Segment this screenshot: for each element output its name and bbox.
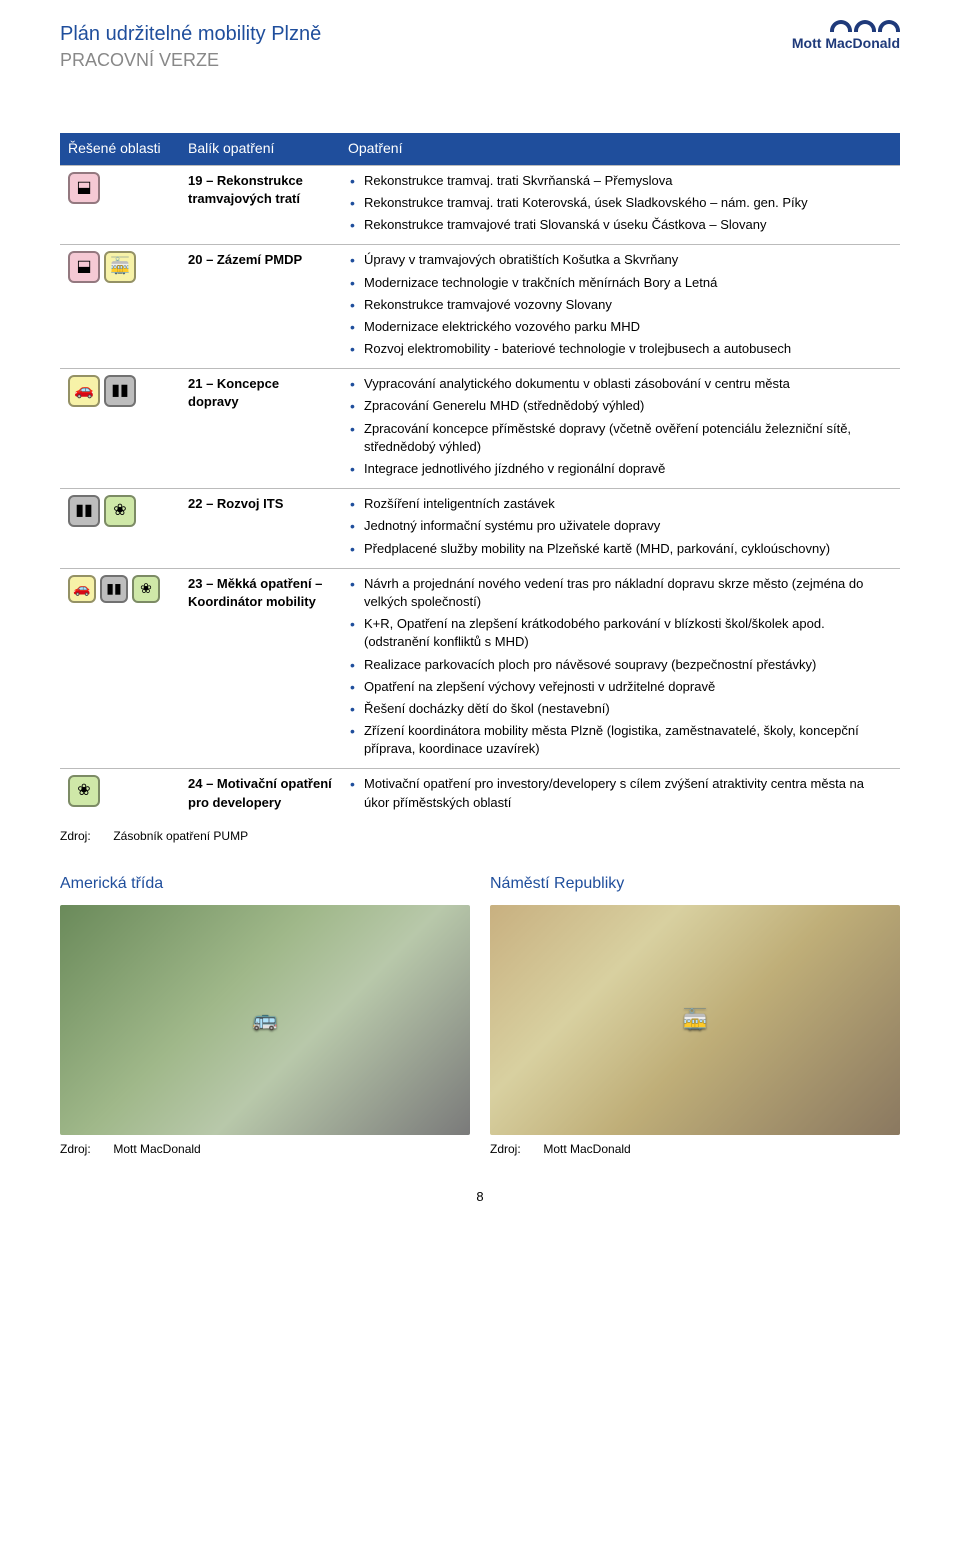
area-icon: ▮▮ bbox=[100, 575, 128, 603]
measure-item: Předplacené služby mobility na Plzeňské … bbox=[364, 540, 892, 558]
measure-item: Rozšíření inteligentních zastávek bbox=[364, 495, 892, 513]
measures-list: Rekonstrukce tramvaj. trati Skvrňanská –… bbox=[340, 165, 900, 245]
measures-table: Řešené oblasti Balík opatření Opatření ⬓… bbox=[60, 133, 900, 822]
measure-item: Vypracování analytického dokumentu v obl… bbox=[364, 375, 892, 393]
package-title: 23 – Měkká opatření – Koordinátor mobili… bbox=[180, 568, 340, 769]
measure-item: Motivační opatření pro investory/develop… bbox=[364, 775, 892, 811]
area-icons: ▮▮❀ bbox=[60, 489, 180, 569]
table-row: ⬓🚋20 – Zázemí PMDPÚpravy v tramvajových … bbox=[60, 245, 900, 369]
measures-list: Úpravy v tramvajových obratištích Košutk… bbox=[340, 245, 900, 369]
th-areas: Řešené oblasti bbox=[60, 133, 180, 165]
package-title: 22 – Rozvoj ITS bbox=[180, 489, 340, 569]
measures-list: Motivační opatření pro investory/develop… bbox=[340, 769, 900, 822]
photo-row: Americká třída 🚌 Zdroj: Mott MacDonald N… bbox=[60, 873, 900, 1158]
table-source: Zdroj: Zásobník opatření PUMP bbox=[60, 828, 900, 845]
measure-item: Opatření na zlepšení výchovy veřejnosti … bbox=[364, 678, 892, 696]
measure-item: Rozvoj elektromobility - bateriové techn… bbox=[364, 340, 892, 358]
logo-arches-icon bbox=[792, 20, 900, 32]
measure-item: K+R, Opatření na zlepšení krátkodobého p… bbox=[364, 615, 892, 651]
measure-item: Zpracování Generelu MHD (střednědobý výh… bbox=[364, 397, 892, 415]
area-icon: 🚋 bbox=[104, 251, 136, 283]
measure-item: Zpracování koncepce příměstské dopravy (… bbox=[364, 420, 892, 456]
area-icon: ⬓ bbox=[68, 251, 100, 283]
photo1-image: 🚌 bbox=[60, 905, 470, 1135]
doc-title: Plán udržitelné mobility Plzně bbox=[60, 20, 321, 48]
area-icons: 🚗▮▮❀ bbox=[60, 568, 180, 769]
package-title: 19 – Rekonstrukce tramvajových tratí bbox=[180, 165, 340, 245]
th-package: Balík opatření bbox=[180, 133, 340, 165]
measure-item: Rekonstrukce tramvaj. trati Skvrňanská –… bbox=[364, 172, 892, 190]
source-label: Zdroj: bbox=[490, 1141, 540, 1158]
doc-subtitle: PRACOVNÍ VERZE bbox=[60, 48, 321, 73]
table-row: 🚗▮▮❀23 – Měkká opatření – Koordinátor mo… bbox=[60, 568, 900, 769]
measures-list: Rozšíření inteligentních zastávek Jednotn… bbox=[340, 489, 900, 569]
package-title: 24 – Motivační opatření pro developery bbox=[180, 769, 340, 822]
photo2-title: Náměstí Republiky bbox=[490, 873, 900, 895]
source-text: Zásobník opatření PUMP bbox=[113, 829, 248, 843]
area-icons: 🚗▮▮ bbox=[60, 369, 180, 489]
measure-item: Zřízení koordinátora mobility města Plzn… bbox=[364, 722, 892, 758]
source-label: Zdroj: bbox=[60, 828, 110, 845]
measure-item: Jednotný informační systému pro uživatel… bbox=[364, 517, 892, 535]
table-row: ⬓ 19 – Rekonstrukce tramvajových tratí Rek… bbox=[60, 165, 900, 245]
measure-item: Rekonstrukce tramvaj. trati Koterovská, … bbox=[364, 194, 892, 212]
package-title: 21 – Koncepce dopravy bbox=[180, 369, 340, 489]
measure-item: Rekonstrukce tramvajové trati Slovanská … bbox=[364, 216, 892, 234]
page-header: Plán udržitelné mobility Plzně PRACOVNÍ … bbox=[60, 20, 900, 73]
area-icon: ▮▮ bbox=[104, 375, 136, 407]
area-icon: ▮▮ bbox=[68, 495, 100, 527]
area-icon: 🚗 bbox=[68, 575, 96, 603]
area-icon: ⬓ bbox=[68, 172, 100, 204]
logo: Mott MacDonald bbox=[792, 20, 900, 54]
source-label: Zdroj: bbox=[60, 1141, 110, 1158]
measure-item: Integrace jednotlivého jízdného v region… bbox=[364, 460, 892, 478]
package-title: 20 – Zázemí PMDP bbox=[180, 245, 340, 369]
photo1-source: Zdroj: Mott MacDonald bbox=[60, 1141, 470, 1158]
area-icon: ❀ bbox=[104, 495, 136, 527]
source-text: Mott MacDonald bbox=[543, 1142, 630, 1156]
area-icons: ❀ bbox=[60, 769, 180, 822]
measures-list: Vypracování analytického dokumentu v obl… bbox=[340, 369, 900, 489]
photo2-source: Zdroj: Mott MacDonald bbox=[490, 1141, 900, 1158]
measure-item: Modernizace elektrického vozového parku … bbox=[364, 318, 892, 336]
measure-item: Úpravy v tramvajových obratištích Košutk… bbox=[364, 251, 892, 269]
table-row: ❀ 24 – Motivační opatření pro developery M… bbox=[60, 769, 900, 822]
area-icons: ⬓ bbox=[60, 165, 180, 245]
page-number: 8 bbox=[60, 1188, 900, 1206]
table-row: ▮▮❀22 – Rozvoj ITSRozšíření inteligentní… bbox=[60, 489, 900, 569]
photo1-title: Americká třída bbox=[60, 873, 470, 895]
measure-item: Řešení docházky dětí do škol (nestavební… bbox=[364, 700, 892, 718]
table-row: 🚗▮▮21 – Koncepce dopravyVypracování anal… bbox=[60, 369, 900, 489]
photo2-image: 🚋 bbox=[490, 905, 900, 1135]
th-measures: Opatření bbox=[340, 133, 900, 165]
area-icon: 🚗 bbox=[68, 375, 100, 407]
area-icon: ❀ bbox=[68, 775, 100, 807]
measures-list: Návrh a projednání nového vedení tras pr… bbox=[340, 568, 900, 769]
area-icons: ⬓🚋 bbox=[60, 245, 180, 369]
source-text: Mott MacDonald bbox=[113, 1142, 200, 1156]
logo-text: Mott MacDonald bbox=[792, 34, 900, 54]
measure-item: Rekonstrukce tramvajové vozovny Slovany bbox=[364, 296, 892, 314]
measure-item: Modernizace technologie v trakčních mění… bbox=[364, 274, 892, 292]
area-icon: ❀ bbox=[132, 575, 160, 603]
measure-item: Návrh a projednání nového vedení tras pr… bbox=[364, 575, 892, 611]
measure-item: Realizace parkovacích ploch pro návěsové… bbox=[364, 656, 892, 674]
